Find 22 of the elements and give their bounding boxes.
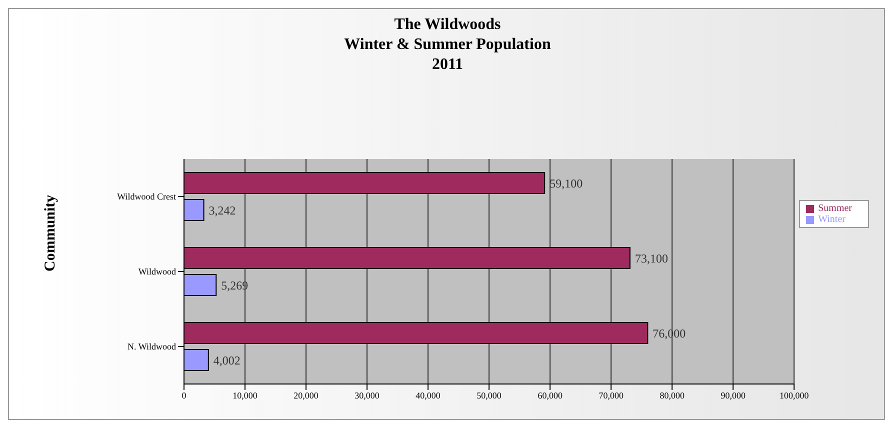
- legend-label: Summer: [818, 203, 852, 214]
- y-tick-label: Wildwood: [138, 266, 176, 277]
- y-tick-label: N. Wildwood: [128, 342, 176, 352]
- x-tick-label: 60,000: [538, 390, 563, 400]
- y-axis-title: Community: [42, 194, 58, 272]
- data-label: 4,002: [213, 353, 240, 368]
- x-tick-label: 0: [182, 390, 187, 400]
- data-label: 73,100: [634, 251, 668, 266]
- x-tick-label: 100,000: [779, 390, 810, 400]
- x-tick-label: 70,000: [598, 390, 624, 400]
- data-label: 59,100: [550, 176, 583, 190]
- y-tick-label: Wildwood Crest: [117, 192, 176, 202]
- x-tick-label: 40,000: [416, 390, 441, 400]
- x-tick-label: 30,000: [354, 390, 380, 400]
- x-tick-label: 20,000: [294, 390, 319, 400]
- chart-title: The Wildwoods Winter & Summer Population 2011: [343, 15, 552, 75]
- data-label: 3,242: [208, 203, 236, 218]
- x-tick-label: 10,000: [232, 390, 258, 400]
- x-tick-label: 80,000: [660, 390, 685, 400]
- x-tick-label: 90,000: [720, 390, 746, 400]
- legend-label: Winter: [818, 214, 846, 225]
- x-tick-label: 50,000: [476, 390, 502, 400]
